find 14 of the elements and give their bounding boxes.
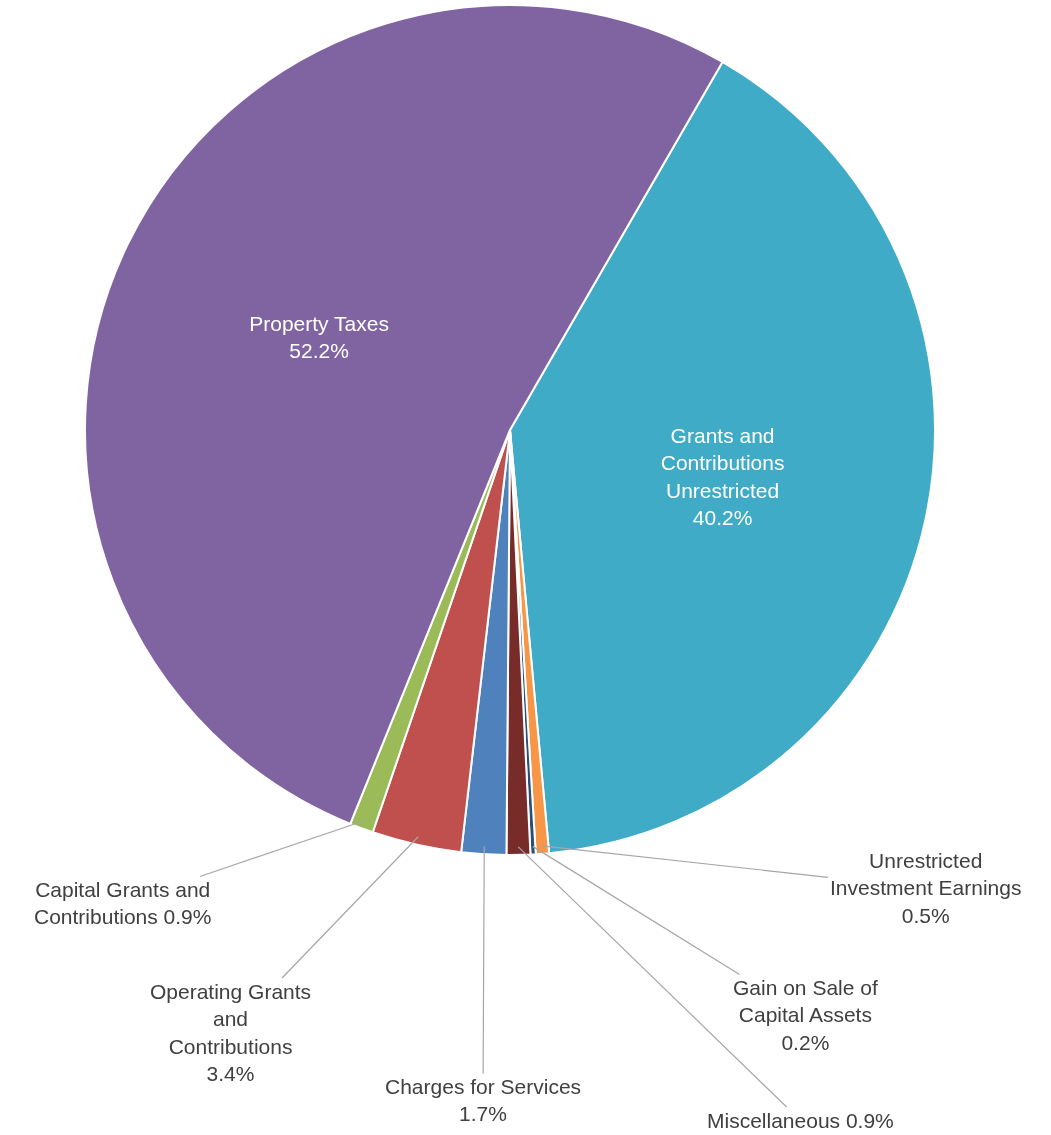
data-label: 0.2%: [781, 1030, 830, 1054]
data-label: 52.2%: [289, 338, 349, 362]
slice-label: Capital Grants and Contributions 0.9%: [34, 878, 212, 929]
slice-label: Charges for Services: [385, 1075, 582, 1098]
data-label: 40.2%: [692, 506, 753, 530]
slice-label: Gain on Sale of Capital Assets: [733, 976, 878, 1027]
data-label: 3.4%: [206, 1061, 255, 1085]
slice-label: Grants and Contributions Unrestricted: [660, 424, 785, 502]
slice-label: Unrestricted Investment Earnings: [830, 849, 1022, 900]
slice-label: Operating Grants and Contributions: [150, 980, 312, 1058]
slice-label: Property Taxes: [249, 311, 389, 335]
slice-label: Miscellaneous 0.9%: [707, 1109, 894, 1132]
data-label: 1.7%: [459, 1102, 507, 1126]
data-label: 0.5%: [901, 903, 950, 927]
